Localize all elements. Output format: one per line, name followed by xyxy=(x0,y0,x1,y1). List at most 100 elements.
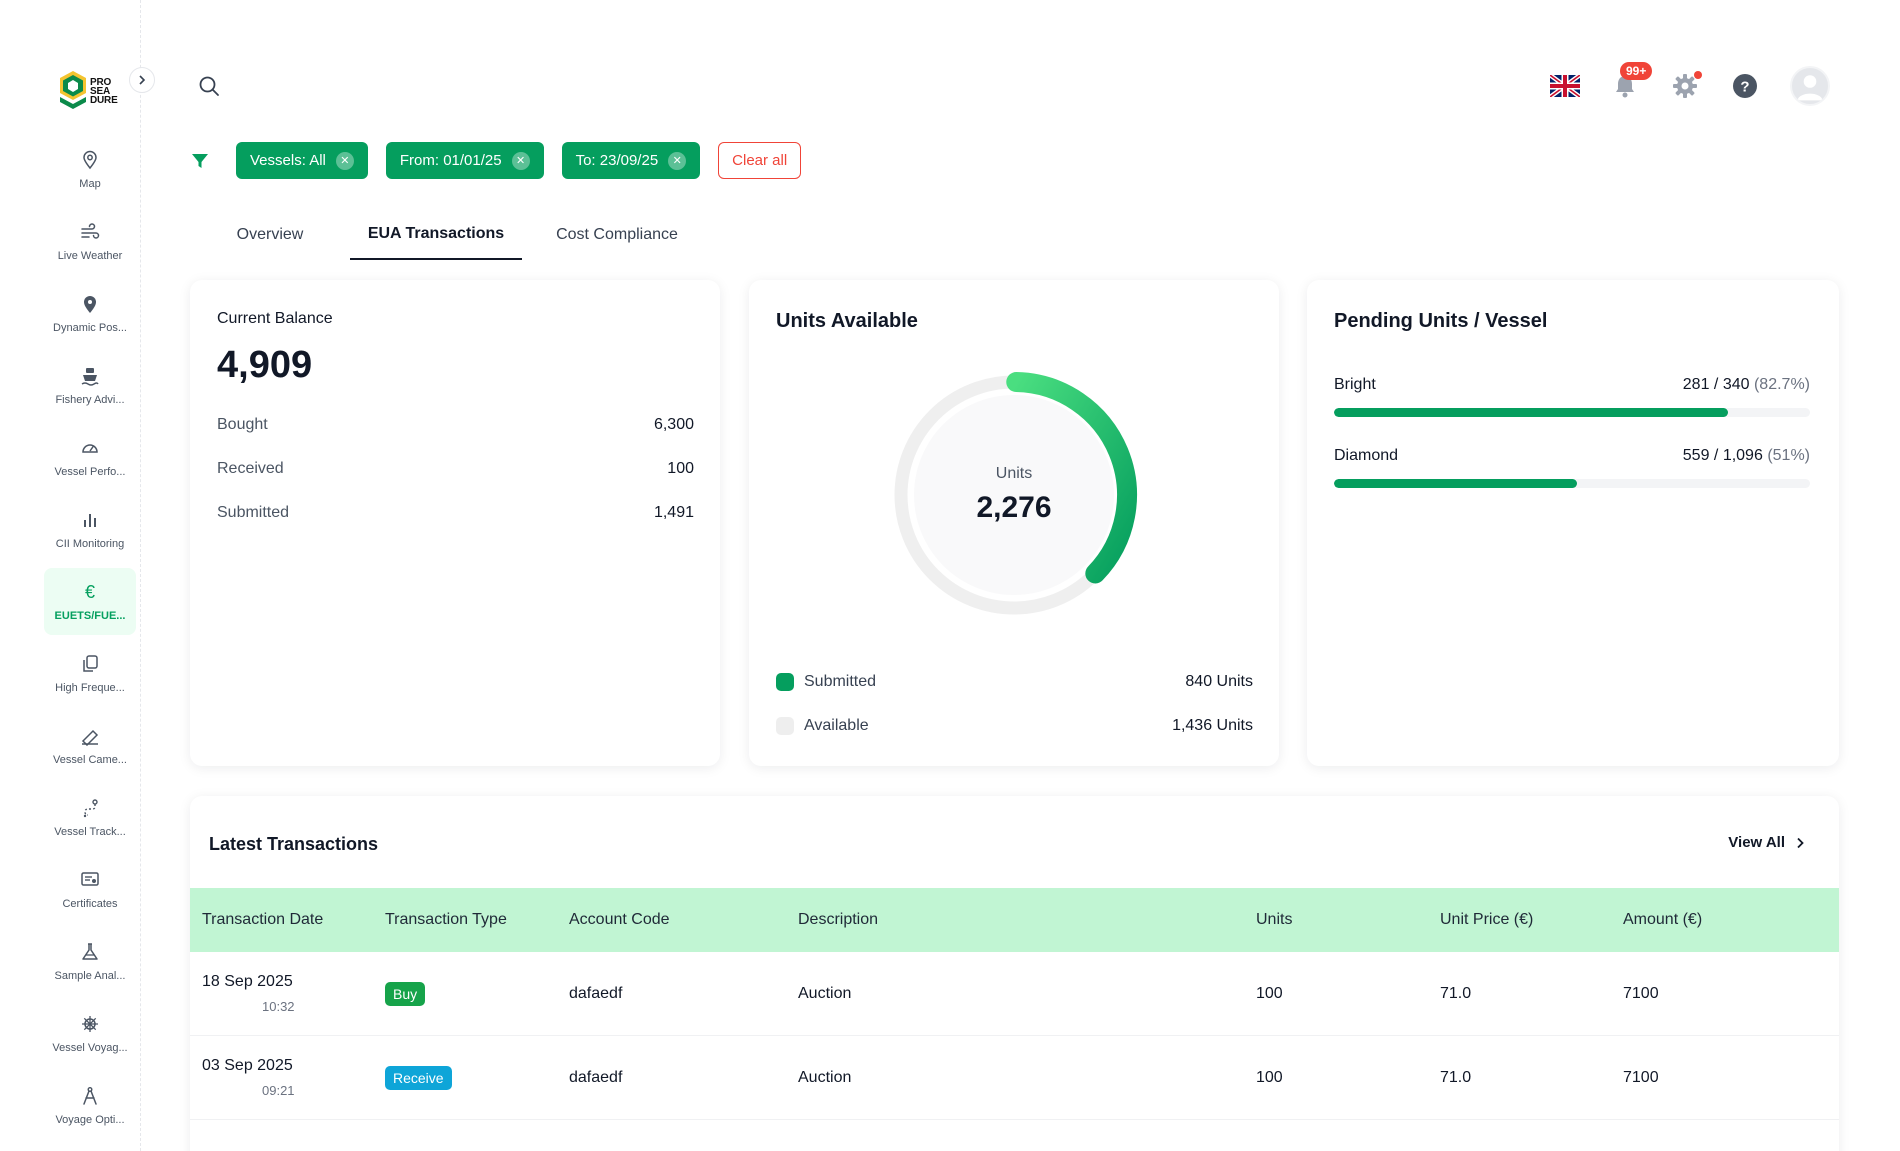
header-actions: 99+ ? xyxy=(1550,62,1830,107)
column-header[interactable]: Description xyxy=(798,911,879,928)
sidebar-item-label: Vessel Came... xyxy=(53,754,127,766)
tab-cost-compliance[interactable]: Cost Compliance xyxy=(556,226,678,243)
units-available-title: Units Available xyxy=(776,310,918,332)
balance-row-submitted: Submitted 1,491 xyxy=(217,504,694,548)
user-avatar[interactable] xyxy=(1790,66,1830,106)
vessel-progress-text: 559 / 1,096 (51%) xyxy=(1682,447,1810,464)
filter-chip-label: To: 23/09/25 xyxy=(575,152,659,169)
sidebar-item-vessel-voyag[interactable]: Vessel Voyag... xyxy=(44,1000,136,1067)
tab-overview[interactable]: Overview xyxy=(236,226,304,243)
sidebar-item-voyage-opti[interactable]: Voyage Opti... xyxy=(44,1072,136,1139)
tab-eua-transactions[interactable]: EUA Transactions xyxy=(350,210,522,260)
view-all-link[interactable]: View All xyxy=(1728,834,1805,851)
description: Auction xyxy=(798,984,852,1002)
units-donut-chart xyxy=(894,372,1137,615)
bell-icon xyxy=(1616,76,1634,98)
sidebar-item-vessel-track[interactable]: Vessel Track... xyxy=(44,784,136,851)
sidebar-item-label: Dynamic Pos... xyxy=(53,322,127,334)
filter-icon[interactable] xyxy=(190,151,210,171)
sidebar-item-dynamic-pos[interactable]: Dynamic Pos... xyxy=(44,280,136,347)
donut-submitted-arc xyxy=(1006,372,1137,584)
sidebar-collapse-button[interactable] xyxy=(129,67,155,93)
location-icon xyxy=(79,293,101,315)
chevron-right-icon xyxy=(139,75,146,85)
settings-alert-dot xyxy=(1694,71,1702,79)
table-row[interactable]: 03 Sep 2025 09:21 Receive dafaedf Auctio… xyxy=(190,1036,1839,1120)
helm-icon xyxy=(79,1013,101,1035)
bar-chart-icon xyxy=(79,509,101,531)
legend-label: Submitted xyxy=(804,673,877,690)
pending-vessel-diamond: Diamond 559 / 1,096 (51%) xyxy=(1334,447,1810,488)
sidebar-item-vessel-perfo[interactable]: Vessel Perfo... xyxy=(44,424,136,491)
donut-center-label: Units xyxy=(995,465,1033,482)
ship-icon xyxy=(79,365,101,387)
amount: 7100 xyxy=(1623,984,1659,1002)
column-header[interactable]: Account Code xyxy=(569,911,670,928)
sidebar-item-vessel-came[interactable]: Vessel Came... xyxy=(44,712,136,779)
column-header[interactable]: Amount (€) xyxy=(1623,911,1703,928)
unit-price: 71.0 xyxy=(1440,1068,1472,1086)
type-badge: Receive xyxy=(385,1065,452,1090)
column-header[interactable]: Transaction Type xyxy=(385,911,507,928)
unit-price: 71.0 xyxy=(1440,984,1472,1002)
close-icon[interactable]: ✕ xyxy=(335,151,354,170)
sidebar-item-live-weather[interactable]: Live Weather xyxy=(44,208,136,275)
filter-chip-from[interactable]: From: 01/01/25 ✕ xyxy=(385,142,544,179)
vessel-progress-text: 281 / 340 (82.7%) xyxy=(1682,376,1810,393)
help-button[interactable]: ? xyxy=(1730,71,1760,101)
transaction-type: Receive xyxy=(373,1065,557,1090)
units-available-card: Units Available Units 2,276 Submitted 84… xyxy=(749,280,1279,766)
user-icon xyxy=(1797,75,1823,101)
route-icon xyxy=(79,797,101,819)
table-row[interactable]: 18 Sep 2025 10:32 Buy dafaedf Auction 10… xyxy=(190,952,1839,1036)
sidebar-item-certificates[interactable]: Certificates xyxy=(44,856,136,923)
svg-text:?: ? xyxy=(1740,79,1749,96)
notifications-button[interactable]: 99+ xyxy=(1610,62,1653,101)
svg-text:€: € xyxy=(85,582,95,602)
filter-chip-label: Vessels: All xyxy=(250,152,326,169)
donut-center-value: 2,276 xyxy=(976,491,1052,524)
sidebar-item-high-freque[interactable]: High Freque... xyxy=(44,640,136,707)
sidebar-item-fishery-advi[interactable]: Fishery Advi... xyxy=(44,352,136,419)
sidebar-item-sample-anal[interactable]: Sample Anal... xyxy=(44,928,136,995)
balance-row-value: 6,300 xyxy=(653,416,694,433)
sidebar-item-map[interactable]: Map xyxy=(44,136,136,203)
sidebar-item-cii-monitoring[interactable]: CII Monitoring xyxy=(44,496,136,563)
sidebar-item-label: Live Weather xyxy=(57,250,123,262)
type-badge: Buy xyxy=(385,981,426,1006)
search-icon[interactable] xyxy=(198,75,220,97)
column-header[interactable]: Unit Price (€) xyxy=(1440,911,1534,928)
sidebar: PRO SEA DURE Map Live Weather Dynamic Pos.… xyxy=(0,0,141,1151)
units-legend: Submitted 840 Units Available 1,436 Unit… xyxy=(776,660,1253,748)
balance-row-label: Submitted xyxy=(217,504,290,521)
help-icon: ? xyxy=(1733,74,1757,98)
progress-bar-fill xyxy=(1334,479,1577,488)
logo-text: PRO SEA DURE xyxy=(90,76,118,106)
progress-bar xyxy=(1334,479,1810,488)
close-icon[interactable]: ✕ xyxy=(668,151,687,170)
filter-chip-to[interactable]: To: 23/09/25 ✕ xyxy=(561,142,701,179)
settings-button[interactable] xyxy=(1670,71,1702,101)
vessel-name: Bright xyxy=(1334,376,1376,393)
legend-swatch xyxy=(776,717,794,735)
tab-bar: Overview EUA Transactions Cost Complianc… xyxy=(190,210,712,260)
clear-all-button[interactable]: Clear all xyxy=(718,142,802,179)
filter-chip-vessels[interactable]: Vessels: All ✕ xyxy=(236,142,368,179)
legend-item-submitted: Submitted 840 Units xyxy=(776,660,1253,704)
sidebar-item-euets-fue[interactable]: € EUETS/FUE... xyxy=(44,568,136,635)
donut-center: Units 2,276 xyxy=(887,368,1141,622)
column-header[interactable]: Units xyxy=(1256,911,1293,928)
close-icon[interactable]: ✕ xyxy=(511,151,530,170)
gear-icon xyxy=(1673,74,1697,98)
account-code: dafaedf xyxy=(569,1068,623,1086)
prosea-logo[interactable]: PRO SEA DURE xyxy=(58,68,126,114)
gauge-icon xyxy=(79,437,101,459)
transaction-type: Buy xyxy=(373,981,557,1006)
language-selector[interactable] xyxy=(1550,71,1580,101)
column-header[interactable]: Transaction Date xyxy=(202,911,324,928)
sidebar-item-label: Map xyxy=(79,178,101,190)
sidebar-item-label: Vessel Voyag... xyxy=(52,1042,128,1054)
sidebar-item-label: EUETS/FUE... xyxy=(54,610,126,622)
progress-bar-fill xyxy=(1334,408,1728,417)
sidebar-item-label: Vessel Track... xyxy=(54,826,126,838)
